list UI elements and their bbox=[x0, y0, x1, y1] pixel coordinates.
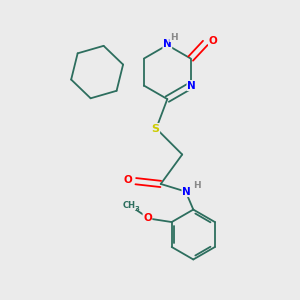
Text: N: N bbox=[182, 187, 191, 196]
Text: N: N bbox=[187, 81, 196, 91]
Text: H: H bbox=[170, 33, 177, 42]
Text: 3: 3 bbox=[135, 206, 140, 212]
Text: O: O bbox=[208, 36, 217, 46]
Text: O: O bbox=[143, 213, 152, 223]
Text: N: N bbox=[163, 39, 172, 49]
Text: O: O bbox=[124, 176, 133, 185]
Text: S: S bbox=[152, 124, 160, 134]
Text: H: H bbox=[193, 181, 201, 190]
Text: CH: CH bbox=[123, 201, 136, 210]
